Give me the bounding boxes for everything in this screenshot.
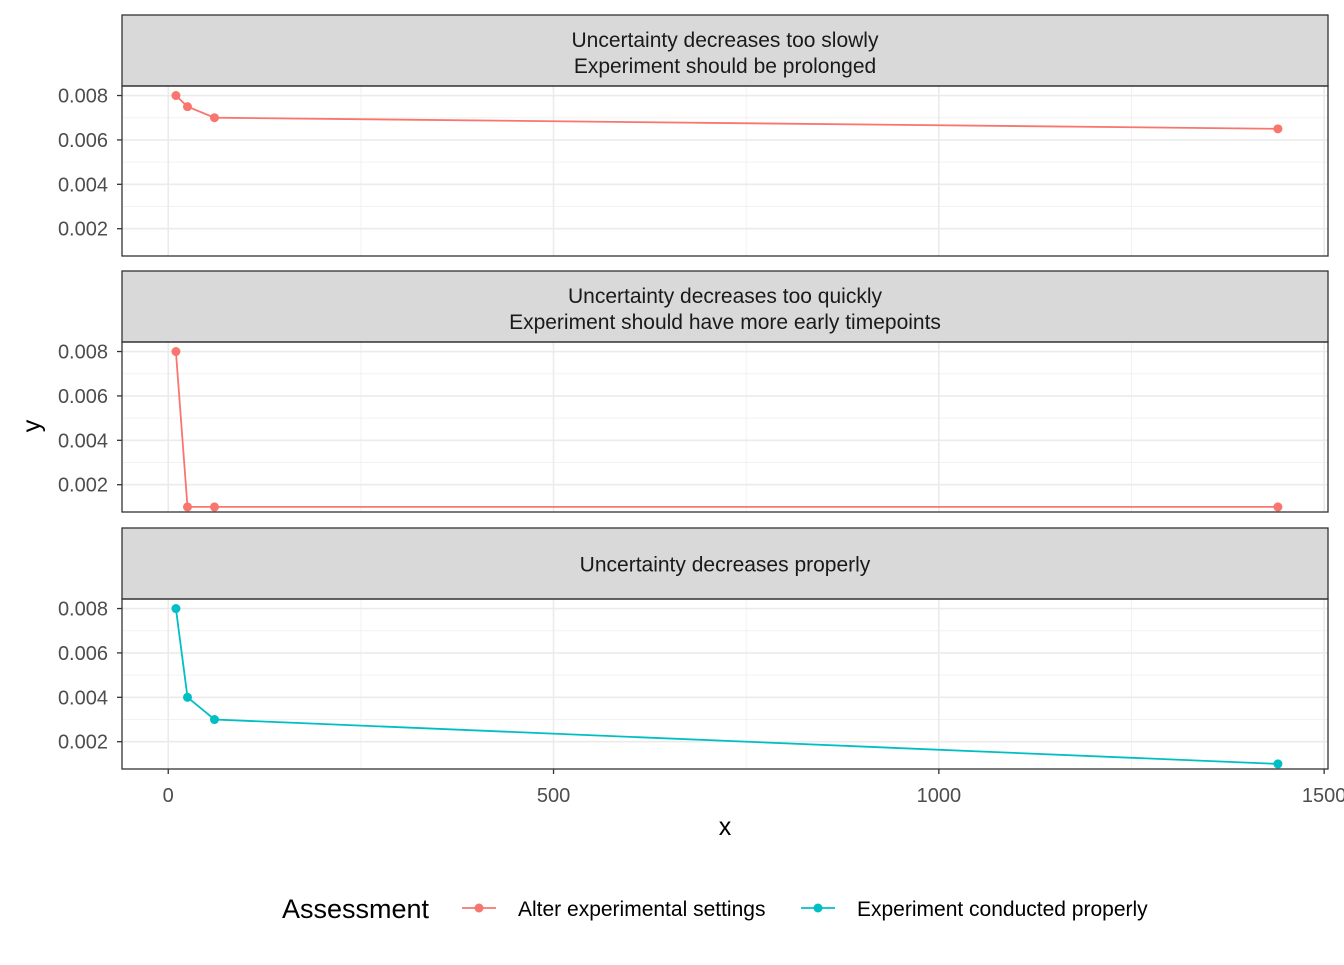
- data-point: [183, 102, 193, 112]
- series-line: [175, 94, 1278, 130]
- legend-key-point: [474, 903, 484, 913]
- y-tick-label: 0.004: [58, 687, 108, 709]
- x-tick-label: 0: [163, 785, 174, 807]
- y-tick-label: 0.002: [58, 219, 108, 241]
- facet-strip: [121, 527, 1329, 600]
- y-tick-label: 0.006: [58, 643, 108, 665]
- panel-background: [122, 86, 1328, 256]
- data-point: [1273, 124, 1283, 134]
- legend-entry-label: Experiment conducted properly: [857, 898, 1148, 921]
- panel-border: [121, 85, 1329, 257]
- panel-background: [122, 599, 1328, 769]
- series-line: [175, 608, 1278, 765]
- strip-label: Uncertainty decreases properly: [580, 554, 871, 577]
- panel-border: [121, 341, 1329, 513]
- data-point: [209, 113, 219, 123]
- data-point: [1273, 502, 1283, 512]
- strip-label-line1: Uncertainty decreases too quickly: [568, 285, 882, 308]
- y-tick-label: 0.008: [58, 599, 108, 621]
- data-point: [209, 502, 219, 512]
- strip-label-line2: Experiment should be prolonged: [574, 55, 876, 78]
- data-point: [183, 692, 193, 702]
- x-tick-label: 1500: [1302, 785, 1344, 807]
- data-point: [1273, 759, 1283, 769]
- panel-background: [122, 342, 1328, 512]
- facet-strip: [121, 270, 1329, 343]
- data-point: [171, 347, 181, 357]
- y-tick-label: 0.002: [58, 475, 108, 497]
- y-tick-label: 0.004: [58, 174, 108, 196]
- y-tick-label: 0.002: [58, 732, 108, 754]
- y-tick-label: 0.006: [58, 386, 108, 408]
- y-tick-label: 0.004: [58, 430, 108, 452]
- strip-label-line1: Uncertainty decreases too slowly: [572, 29, 879, 52]
- x-axis-title: x: [719, 813, 732, 841]
- data-point: [171, 604, 181, 614]
- legend-title: Assessment: [282, 894, 430, 924]
- legend-entry-label: Alter experimental settings: [518, 898, 765, 921]
- data-point: [183, 502, 193, 512]
- y-tick-label: 0.008: [58, 86, 108, 108]
- data-point: [171, 91, 181, 101]
- series-line: [175, 351, 1278, 508]
- facet-strip: [121, 14, 1329, 87]
- panel-border: [121, 598, 1329, 770]
- data-point: [209, 715, 219, 725]
- y-tick-label: 0.006: [58, 130, 108, 152]
- y-tick-label: 0.008: [58, 342, 108, 364]
- x-tick-label: 1000: [917, 785, 962, 807]
- legend-key-point: [813, 903, 823, 913]
- y-axis-title: y: [18, 419, 46, 432]
- strip-label-line2: Experiment should have more early timepo…: [509, 311, 941, 334]
- x-tick-label: 500: [537, 785, 570, 807]
